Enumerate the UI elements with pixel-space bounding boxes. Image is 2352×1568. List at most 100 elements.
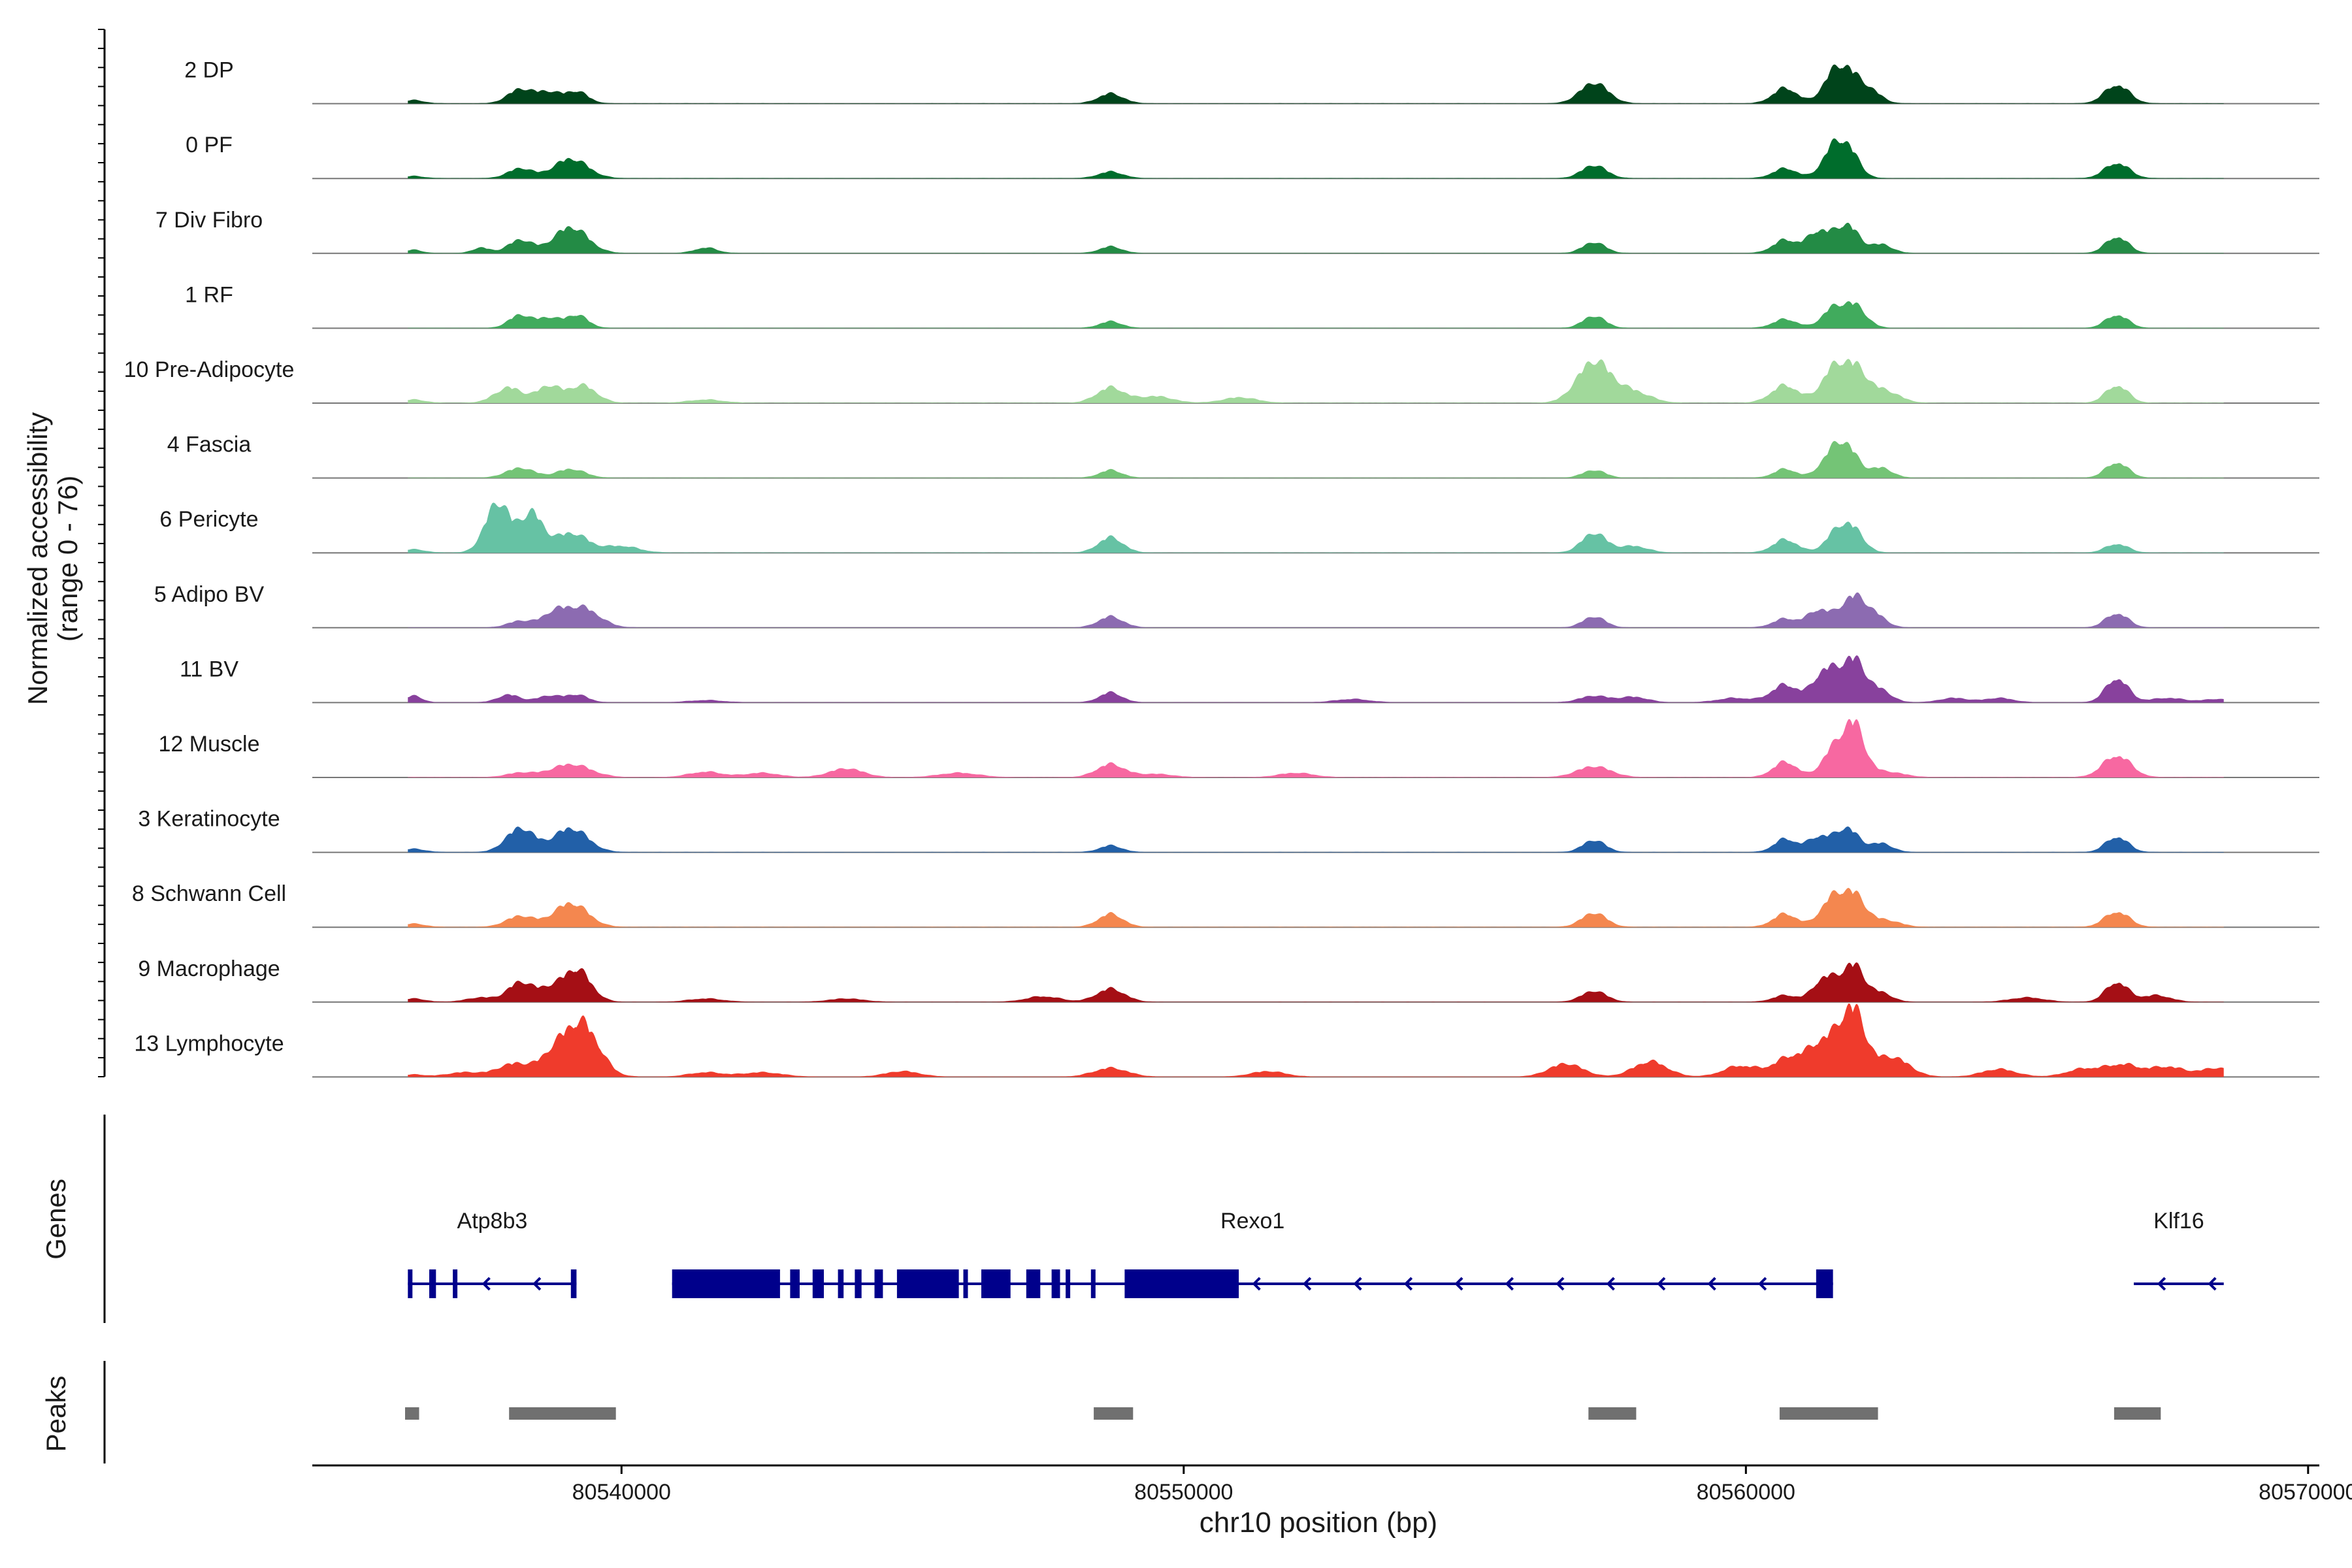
strand-arrow bbox=[2208, 1277, 2217, 1291]
peak-bar bbox=[1588, 1407, 1637, 1420]
gene-exon bbox=[1124, 1269, 1239, 1298]
accessibility-panel: Normalized accessibility (range 0 - 76) … bbox=[22, 29, 2319, 1078]
genes-panel: Genes Atp8b3 Rexo1 Klf16 bbox=[41, 1115, 2224, 1323]
gene: Atp8b3 bbox=[408, 1209, 577, 1298]
track-label: 8 Schwann Cell bbox=[132, 881, 286, 906]
coverage-area bbox=[408, 502, 2224, 553]
gene-models: Atp8b3 Rexo1 Klf16 bbox=[408, 1209, 2224, 1298]
coverage-area bbox=[408, 301, 2224, 329]
track: 2 DP bbox=[184, 58, 2319, 105]
coverage-area bbox=[408, 887, 2224, 928]
gene-exon bbox=[453, 1269, 458, 1298]
x-axis-label: chr10 position (bp) bbox=[1200, 1507, 1437, 1539]
x-axis-tick-label: 80550000 bbox=[1134, 1480, 1233, 1505]
track-label: 13 Lymphocyte bbox=[134, 1031, 284, 1056]
track: 13 Lymphocyte bbox=[134, 1003, 2319, 1078]
gene-label: Atp8b3 bbox=[457, 1209, 528, 1233]
gene: Klf16 bbox=[2134, 1209, 2224, 1291]
strand-arrow bbox=[1302, 1277, 1312, 1291]
track-label: 11 BV bbox=[180, 657, 238, 681]
x-axis-ticks: 80540000 80550000 80560000 80570000 bbox=[572, 1465, 2352, 1505]
strand-arrow bbox=[1403, 1277, 1413, 1291]
coverage-area bbox=[408, 592, 2224, 628]
gene-exon bbox=[981, 1269, 1011, 1298]
y-axis-range-label: (range 0 - 76) bbox=[52, 476, 83, 642]
peaks-panel-label: Peaks bbox=[41, 1376, 71, 1452]
peak-bar bbox=[1779, 1407, 1878, 1420]
track-label: 12 Muscle bbox=[159, 732, 260, 757]
track: 7 Div Fibro bbox=[155, 208, 2319, 254]
x-axis-tick-label: 80540000 bbox=[572, 1480, 671, 1505]
gene-exon bbox=[1051, 1269, 1060, 1298]
coverage-area bbox=[408, 826, 2224, 853]
coverage-area bbox=[408, 719, 2224, 777]
peak-bar bbox=[509, 1407, 616, 1420]
strand-arrow bbox=[1757, 1277, 1767, 1291]
track-label: 5 Adipo BV bbox=[154, 582, 265, 607]
coverage-area bbox=[408, 223, 2224, 253]
track: 0 PF bbox=[186, 133, 2319, 180]
strand-arrow bbox=[532, 1277, 542, 1291]
coverage-area bbox=[408, 962, 2224, 1002]
gene-label: Klf16 bbox=[2153, 1209, 2204, 1233]
track-label: 7 Div Fibro bbox=[155, 208, 263, 233]
peak-bar bbox=[405, 1407, 419, 1420]
gene-exon bbox=[1026, 1269, 1041, 1298]
track-label: 3 Keratinocyte bbox=[138, 807, 280, 832]
gene-exon bbox=[855, 1269, 862, 1298]
track: 6 Pericyte bbox=[159, 502, 2319, 554]
coverage-area bbox=[408, 1003, 2224, 1077]
strand-arrow bbox=[1606, 1277, 1615, 1291]
track: 10 Pre-Adipocyte bbox=[124, 357, 2319, 404]
peaks-panel: Peaks bbox=[41, 1361, 2161, 1463]
track: 1 RF bbox=[185, 282, 2319, 329]
track: 11 BV bbox=[180, 655, 2319, 704]
track-label: 2 DP bbox=[184, 58, 234, 83]
x-axis: 80540000 80550000 80560000 80570000 chr10 p… bbox=[312, 1464, 2352, 1539]
gene-exon bbox=[812, 1269, 824, 1298]
y-axis-label: Normalized accessibility bbox=[22, 412, 53, 705]
coverage-area bbox=[408, 655, 2224, 703]
strand-arrow bbox=[1454, 1277, 1463, 1291]
gene-exon bbox=[1090, 1269, 1096, 1298]
strand-arrow bbox=[1657, 1277, 1666, 1291]
coverage-area bbox=[408, 64, 2224, 104]
strand-arrow bbox=[1556, 1277, 1565, 1291]
strand-arrow bbox=[2157, 1277, 2166, 1291]
coverage-area bbox=[408, 440, 2224, 478]
y-axis-ticks bbox=[98, 29, 105, 1077]
strand-arrow bbox=[482, 1277, 491, 1291]
peak-bar bbox=[2114, 1407, 2161, 1420]
gene-exon bbox=[570, 1269, 577, 1298]
track-label: 0 PF bbox=[186, 133, 233, 157]
track: 8 Schwann Cell bbox=[132, 881, 2319, 928]
gene-exon bbox=[1816, 1269, 1833, 1298]
track-label: 6 Pericyte bbox=[159, 507, 258, 532]
track-label: 4 Fascia bbox=[167, 433, 252, 457]
strand-arrow bbox=[1505, 1277, 1514, 1291]
tracks: 2 DP 0 PF 7 Div Fibro 1 RF 10 Pre-Adipocyte 4… bbox=[124, 58, 2319, 1078]
gene: Rexo1 bbox=[672, 1209, 1833, 1298]
track-label: 9 Macrophage bbox=[138, 956, 280, 981]
gene-label: Rexo1 bbox=[1220, 1209, 1284, 1233]
gene-exon bbox=[408, 1269, 413, 1298]
strand-arrow bbox=[1707, 1277, 1716, 1291]
track: 12 Muscle bbox=[159, 719, 2319, 778]
strand-arrow bbox=[1252, 1277, 1261, 1291]
gene-exon bbox=[963, 1269, 968, 1298]
genes-panel-label: Genes bbox=[41, 1179, 71, 1260]
peak-regions bbox=[405, 1407, 2161, 1420]
x-axis-tick-label: 80570000 bbox=[2259, 1480, 2352, 1505]
track-label: 10 Pre-Adipocyte bbox=[124, 357, 295, 382]
peak-bar bbox=[1094, 1407, 1134, 1420]
gene-exon bbox=[896, 1269, 959, 1298]
gene-exon bbox=[672, 1269, 780, 1298]
track: 3 Keratinocyte bbox=[138, 807, 2319, 853]
coverage-area bbox=[408, 138, 2224, 179]
track: 5 Adipo BV bbox=[154, 582, 2319, 629]
strand-arrow bbox=[1353, 1277, 1362, 1291]
gene-exon bbox=[429, 1269, 436, 1298]
gene-exon bbox=[1066, 1269, 1071, 1298]
gene-exon bbox=[838, 1269, 844, 1298]
